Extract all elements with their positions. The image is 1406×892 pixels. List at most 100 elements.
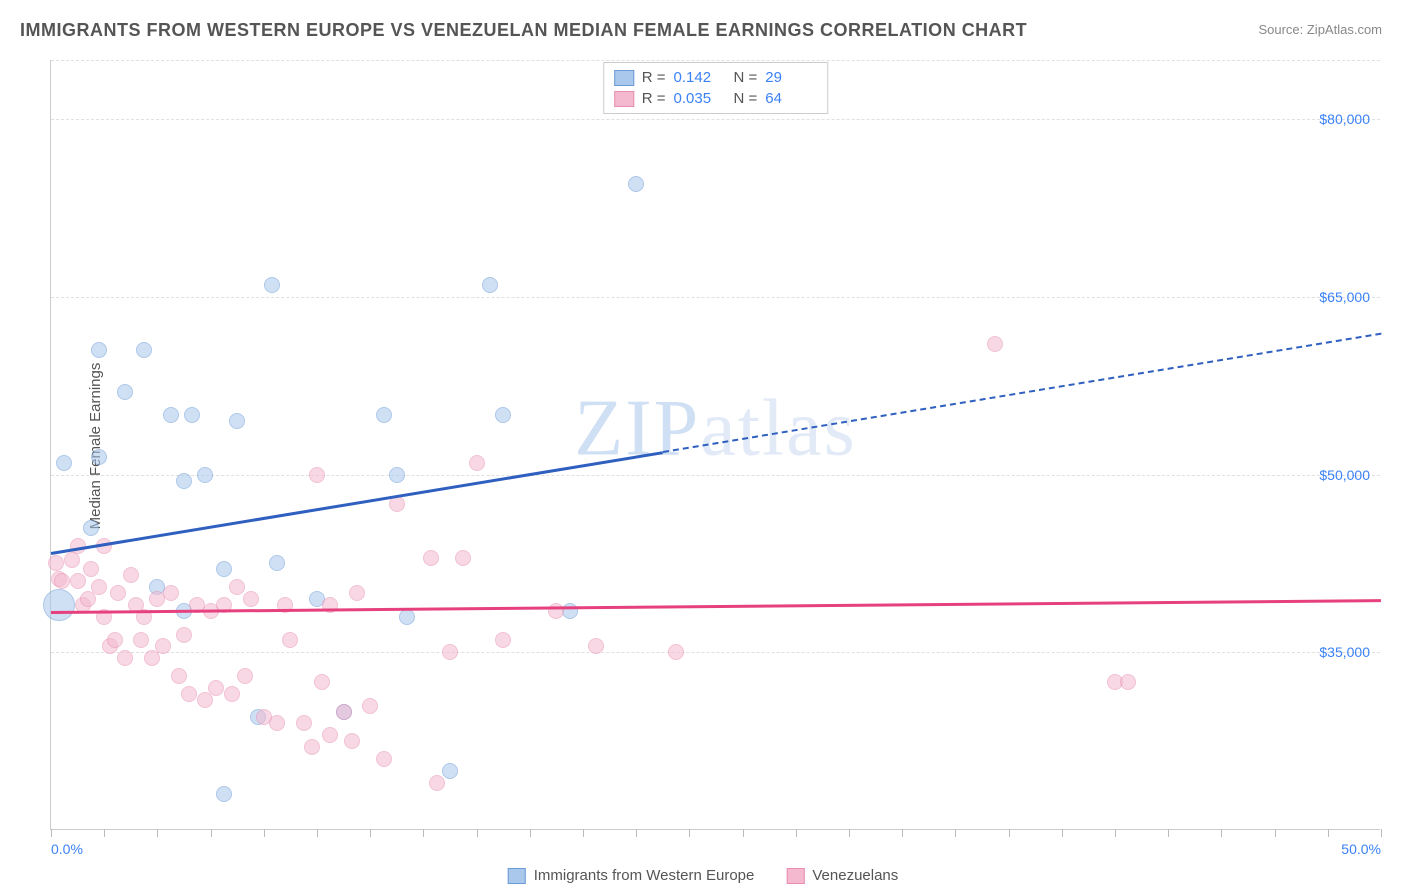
scatter-point-vz (237, 668, 253, 684)
scatter-point-we (117, 384, 133, 400)
r-value-we: 0.142 (674, 69, 726, 86)
scatter-point-vz (110, 585, 126, 601)
scatter-point-we (83, 520, 99, 536)
scatter-point-vz (429, 775, 445, 791)
xtick (211, 829, 212, 837)
scatter-point-vz (282, 632, 298, 648)
scatter-point-vz (163, 585, 179, 601)
xtick-label: 0.0% (51, 841, 83, 857)
scatter-point-we (91, 449, 107, 465)
scatter-point-we (56, 455, 72, 471)
scatter-point-vz (54, 573, 70, 589)
xtick (51, 829, 52, 837)
scatter-point-vz (1120, 674, 1136, 690)
scatter-point-vz (469, 455, 485, 471)
scatter-point-vz (70, 573, 86, 589)
scatter-point-vz (229, 579, 245, 595)
ytick-label: $35,000 (1319, 644, 1370, 660)
xtick (317, 829, 318, 837)
scatter-point-we (495, 407, 511, 423)
scatter-plot: ZIPatlas R = 0.142 N = 29 R = 0.035 N = … (50, 60, 1380, 830)
scatter-point-vz (181, 686, 197, 702)
scatter-point-we (184, 407, 200, 423)
scatter-point-vz (123, 567, 139, 583)
xtick (796, 829, 797, 837)
scatter-point-vz (362, 698, 378, 714)
xtick (530, 829, 531, 837)
legend-entry-we: Immigrants from Western Europe (508, 867, 755, 884)
gridline (51, 475, 1380, 476)
gridline (51, 119, 1380, 120)
legend-entry-vz: Venezuelans (786, 867, 898, 884)
watermark-zip: ZIP (574, 385, 700, 473)
chart-title: IMMIGRANTS FROM WESTERN EUROPE VS VENEZU… (20, 20, 1027, 41)
scatter-point-we (91, 342, 107, 358)
scatter-point-vz (495, 632, 511, 648)
xtick (1168, 829, 1169, 837)
scatter-point-vz (48, 555, 64, 571)
xtick (1009, 829, 1010, 837)
scatter-point-vz (588, 638, 604, 654)
swatch-we (614, 70, 634, 86)
xtick (583, 829, 584, 837)
scatter-point-vz (309, 467, 325, 483)
series-name-vz: Venezuelans (812, 867, 898, 884)
xtick (849, 829, 850, 837)
scatter-point-vz (336, 704, 352, 720)
watermark-atlas: atlas (700, 385, 857, 473)
xtick (902, 829, 903, 837)
n-label: N = (734, 90, 758, 107)
scatter-point-vz (208, 680, 224, 696)
scatter-point-we (376, 407, 392, 423)
scatter-point-we (197, 467, 213, 483)
xtick (1115, 829, 1116, 837)
scatter-point-we (628, 176, 644, 192)
scatter-point-vz (107, 632, 123, 648)
xtick (1221, 829, 1222, 837)
scatter-point-vz (91, 579, 107, 595)
scatter-point-vz (442, 644, 458, 660)
r-label: R = (642, 90, 666, 107)
legend-row-vz: R = 0.035 N = 64 (614, 88, 818, 109)
correlation-legend: R = 0.142 N = 29 R = 0.035 N = 64 (603, 62, 829, 114)
scatter-point-vz (269, 715, 285, 731)
xtick (157, 829, 158, 837)
scatter-point-vz (455, 550, 471, 566)
scatter-point-vz (423, 550, 439, 566)
xtick-label: 50.0% (1341, 841, 1381, 857)
ytick-label: $50,000 (1319, 467, 1370, 483)
r-label: R = (642, 69, 666, 86)
scatter-point-vz (117, 650, 133, 666)
swatch-vz (614, 91, 634, 107)
scatter-point-vz (314, 674, 330, 690)
scatter-point-vz (987, 336, 1003, 352)
scatter-point-we (269, 555, 285, 571)
ytick-label: $80,000 (1319, 111, 1370, 127)
xtick (104, 829, 105, 837)
scatter-point-vz (224, 686, 240, 702)
xtick (370, 829, 371, 837)
trendline-we-extrapolated (663, 332, 1382, 452)
legend-row-we: R = 0.142 N = 29 (614, 67, 818, 88)
n-label: N = (734, 69, 758, 86)
n-value-vz: 64 (765, 90, 817, 107)
swatch-we (508, 868, 526, 884)
xtick (1328, 829, 1329, 837)
xtick (1275, 829, 1276, 837)
xtick (636, 829, 637, 837)
scatter-point-we (163, 407, 179, 423)
scatter-point-vz (344, 733, 360, 749)
xtick (1062, 829, 1063, 837)
scatter-point-vz (155, 638, 171, 654)
gridline (51, 297, 1380, 298)
scatter-point-we (176, 473, 192, 489)
scatter-point-we (229, 413, 245, 429)
scatter-point-we (43, 589, 75, 621)
swatch-vz (786, 868, 804, 884)
xtick (955, 829, 956, 837)
ytick-label: $65,000 (1319, 289, 1370, 305)
scatter-point-vz (376, 751, 392, 767)
gridline (51, 652, 1380, 653)
n-value-we: 29 (765, 69, 817, 86)
scatter-point-vz (64, 552, 80, 568)
